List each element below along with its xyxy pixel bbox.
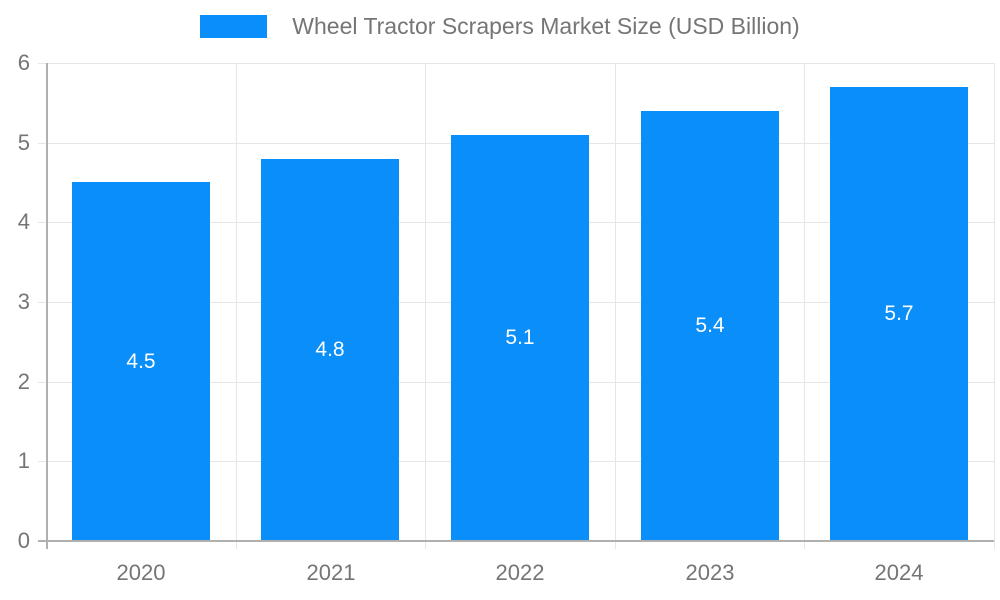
x-tick-label: 2021 (306, 560, 356, 585)
bar-2024[interactable] (830, 87, 968, 541)
y-tick-label: 4 (17, 209, 30, 234)
y-tick-label: 3 (17, 289, 30, 314)
y-axis-line (46, 63, 48, 549)
bar-value-label: 5.4 (695, 314, 725, 337)
chart-legend[interactable]: Wheel Tractor Scrapers Market Size (USD … (0, 13, 1000, 40)
legend-swatch-icon (200, 15, 268, 38)
bar-2023[interactable] (641, 111, 779, 541)
y-tick-label: 1 (17, 448, 30, 473)
x-gridline (804, 63, 805, 549)
x-tick-label: 2022 (495, 560, 545, 585)
bar-value-label: 5.1 (505, 326, 535, 349)
x-axis-line (38, 540, 994, 542)
x-tick-label: 2020 (116, 560, 166, 585)
y-gridline (38, 63, 994, 64)
bar-2022[interactable] (451, 135, 589, 541)
bar-value-label: 4.5 (126, 350, 156, 373)
legend-label: Wheel Tractor Scrapers Market Size (USD … (292, 13, 800, 39)
x-gridline (236, 63, 237, 549)
x-gridline (615, 63, 616, 549)
x-gridline (994, 63, 995, 549)
bar-2021[interactable] (261, 159, 399, 541)
x-gridline (425, 63, 426, 549)
x-tick-label: 2023 (685, 560, 735, 585)
y-tick-label: 2 (17, 369, 30, 394)
bar-value-label: 4.8 (315, 338, 345, 361)
bar-2020[interactable] (72, 182, 210, 541)
x-tick-label: 2024 (874, 560, 924, 585)
y-tick-label: 0 (17, 528, 30, 553)
bar-value-label: 5.7 (884, 302, 914, 325)
y-tick-label: 5 (17, 130, 30, 155)
y-tick-label: 6 (17, 50, 30, 75)
